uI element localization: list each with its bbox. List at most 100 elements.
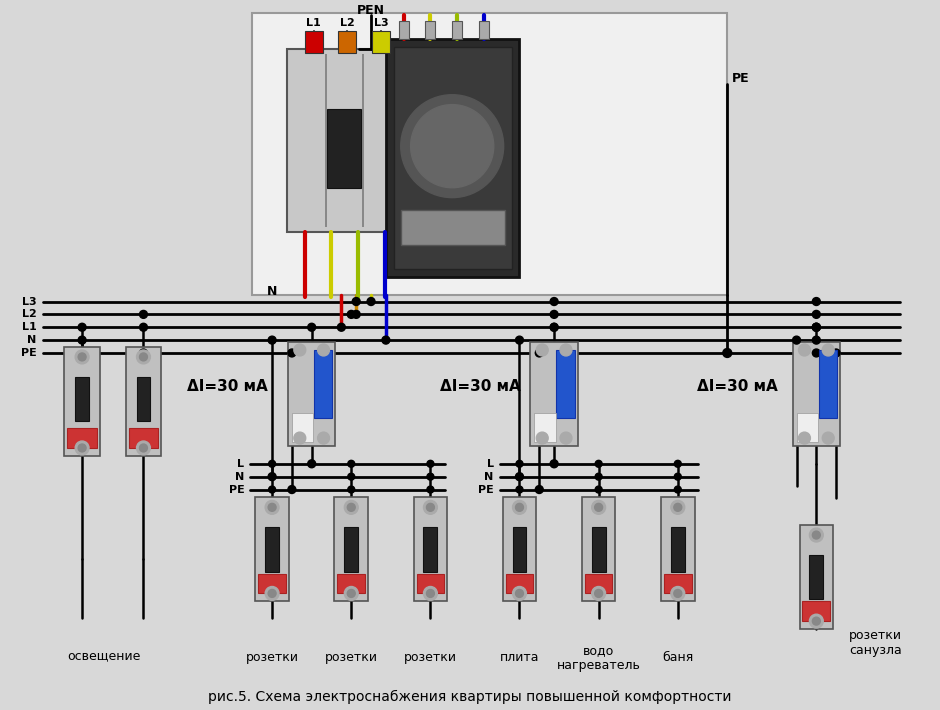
Text: рис.5. Схема электроснабжения квартиры повышенной комфортности: рис.5. Схема электроснабжения квартиры п…: [209, 690, 731, 704]
Circle shape: [347, 310, 355, 318]
Bar: [506, 574, 533, 594]
Circle shape: [537, 432, 548, 444]
Bar: [530, 342, 578, 446]
Circle shape: [723, 349, 731, 357]
Circle shape: [427, 503, 434, 511]
Text: розетки: розетки: [245, 651, 299, 665]
Bar: [792, 342, 840, 446]
Circle shape: [427, 460, 434, 467]
Bar: [512, 527, 526, 572]
Circle shape: [515, 336, 524, 344]
Circle shape: [516, 473, 523, 480]
Circle shape: [798, 344, 810, 356]
Circle shape: [535, 486, 543, 493]
Circle shape: [809, 614, 823, 628]
Circle shape: [427, 589, 434, 597]
Circle shape: [136, 441, 150, 455]
Circle shape: [537, 344, 548, 356]
Circle shape: [269, 486, 275, 493]
Bar: [819, 350, 837, 417]
Circle shape: [812, 310, 821, 318]
Text: N: N: [235, 471, 244, 481]
Circle shape: [812, 323, 821, 331]
Circle shape: [268, 589, 276, 597]
Text: L1: L1: [306, 18, 321, 28]
Circle shape: [427, 486, 434, 493]
Bar: [372, 31, 390, 53]
Text: L3: L3: [22, 297, 37, 307]
Circle shape: [139, 444, 148, 452]
Circle shape: [75, 441, 89, 455]
Circle shape: [674, 473, 682, 480]
Text: ΔI=30 мA: ΔI=30 мA: [187, 379, 268, 394]
Circle shape: [75, 350, 89, 364]
Bar: [126, 347, 162, 456]
Bar: [426, 21, 435, 39]
Bar: [591, 527, 605, 572]
Circle shape: [812, 336, 821, 344]
Circle shape: [269, 460, 275, 467]
Text: N: N: [27, 335, 37, 345]
Circle shape: [515, 589, 524, 597]
Circle shape: [792, 336, 801, 344]
Text: PE: PE: [478, 484, 494, 495]
Text: N: N: [484, 471, 494, 481]
Circle shape: [288, 349, 296, 357]
Text: PE: PE: [732, 72, 750, 85]
Text: плита: плита: [500, 651, 540, 665]
Circle shape: [550, 297, 558, 305]
Bar: [400, 210, 505, 245]
Circle shape: [139, 310, 148, 318]
Bar: [534, 413, 556, 442]
Circle shape: [595, 503, 603, 511]
Text: L: L: [487, 459, 494, 469]
Circle shape: [382, 336, 390, 344]
Circle shape: [139, 349, 148, 357]
Bar: [136, 377, 150, 421]
Bar: [326, 109, 361, 187]
Circle shape: [139, 323, 148, 331]
Bar: [287, 49, 400, 232]
Circle shape: [550, 460, 558, 468]
Circle shape: [812, 531, 821, 539]
Circle shape: [812, 297, 821, 305]
Circle shape: [512, 586, 526, 601]
Circle shape: [78, 323, 86, 331]
Bar: [424, 527, 437, 572]
Text: ΔI=30 мA: ΔI=30 мA: [440, 379, 520, 394]
Bar: [265, 527, 279, 572]
Bar: [344, 527, 358, 572]
Circle shape: [674, 460, 682, 467]
Circle shape: [560, 432, 572, 444]
Circle shape: [671, 586, 684, 601]
Circle shape: [294, 432, 306, 444]
Circle shape: [411, 104, 494, 187]
Circle shape: [515, 473, 524, 481]
Bar: [314, 350, 332, 417]
Text: водо
нагреватель: водо нагреватель: [556, 644, 640, 672]
Circle shape: [550, 323, 558, 331]
Circle shape: [595, 473, 603, 480]
Bar: [75, 377, 89, 421]
Bar: [324, 54, 326, 227]
Bar: [335, 498, 368, 601]
Bar: [585, 574, 613, 594]
Circle shape: [809, 528, 823, 542]
Circle shape: [671, 501, 684, 514]
Bar: [68, 428, 97, 448]
Circle shape: [337, 323, 345, 331]
Text: L1: L1: [22, 322, 37, 332]
Circle shape: [269, 473, 275, 480]
Bar: [803, 601, 830, 621]
Text: L: L: [238, 459, 244, 469]
Circle shape: [368, 297, 375, 305]
Circle shape: [265, 501, 279, 514]
Bar: [64, 347, 100, 456]
Circle shape: [595, 486, 603, 493]
Circle shape: [424, 586, 437, 601]
Circle shape: [307, 323, 316, 331]
Circle shape: [352, 310, 360, 318]
Bar: [129, 428, 158, 448]
Circle shape: [265, 586, 279, 601]
Circle shape: [674, 589, 682, 597]
